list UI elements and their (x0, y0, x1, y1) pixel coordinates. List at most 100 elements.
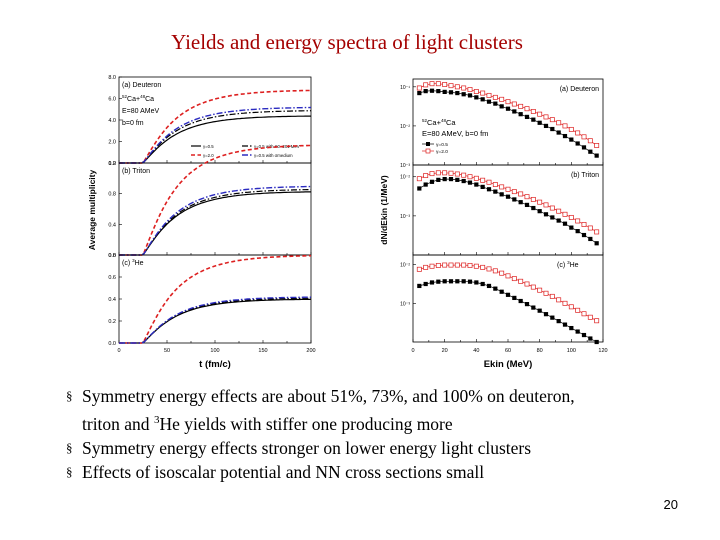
data-point (562, 123, 568, 129)
y-tick-label: 0.0 (108, 161, 116, 167)
data-point (436, 279, 441, 284)
data-point (568, 214, 574, 220)
panel-frame (118, 76, 312, 164)
data-point (556, 208, 562, 214)
y-tick-label: 0.4 (108, 222, 116, 228)
superscript: 3 (153, 414, 160, 426)
x-tick-label: 100 (210, 348, 219, 354)
data-point (486, 99, 492, 104)
y-axis-label: dN/dEkin (1/MeV) (379, 175, 389, 245)
data-point (467, 93, 473, 98)
data-point (543, 212, 549, 217)
data-point (499, 270, 505, 276)
data-point (499, 184, 505, 190)
data-point (581, 134, 587, 140)
y-axis-label: Average multiplicity (87, 170, 97, 251)
data-point (442, 262, 448, 268)
data-point (429, 280, 435, 285)
data-point (569, 225, 574, 230)
y-tick-label: 1.2 (108, 161, 116, 167)
data-point (436, 89, 441, 94)
data-point (594, 229, 600, 235)
data-point (581, 311, 587, 317)
data-point (518, 103, 524, 109)
data-point (511, 276, 517, 282)
legend-label: γ=2.0 (436, 149, 448, 155)
data-point (417, 283, 422, 289)
data-point (518, 278, 524, 284)
data-point (423, 82, 429, 88)
label-part: 3 (567, 260, 570, 265)
data-point (505, 292, 511, 297)
data-point (524, 106, 530, 112)
data-point (556, 319, 561, 324)
data-point (537, 199, 543, 205)
legend-marker (426, 142, 430, 146)
energy-label: E=80 AMeV (122, 108, 159, 115)
y-tick-label: 0.0 (108, 253, 116, 259)
y-tick-label: 10⁻¹ (400, 85, 410, 91)
data-point (524, 302, 530, 307)
data-point (467, 87, 473, 93)
data-point (543, 202, 549, 208)
data-point (429, 88, 435, 93)
data-point (587, 225, 593, 231)
data-point (568, 126, 574, 132)
data-point (518, 191, 524, 197)
data-point (480, 90, 486, 96)
series-line (119, 298, 312, 344)
reaction-label: 52Ca+48Ca (122, 94, 154, 103)
data-point (594, 318, 600, 324)
impact-label: b=0 fm (122, 120, 144, 127)
data-point (562, 322, 568, 327)
data-point (530, 284, 536, 290)
data-point (594, 143, 600, 148)
data-point (448, 170, 454, 176)
data-point (524, 194, 530, 200)
x-tick-label: 80 (537, 348, 543, 354)
data-point (480, 184, 485, 190)
data-point (568, 304, 574, 310)
data-point (562, 221, 568, 226)
data-point (556, 130, 561, 135)
data-point (461, 92, 466, 97)
data-point (467, 180, 473, 185)
bullet-item: § Effects of isoscalar potential and NN … (66, 460, 706, 484)
panel-label: (c) 3He (122, 258, 144, 267)
data-point (549, 293, 555, 299)
data-point (442, 279, 447, 284)
data-point (588, 149, 593, 154)
data-point (562, 300, 568, 306)
data-point (493, 101, 498, 106)
data-point (549, 117, 555, 123)
x-tick-label: 20 (442, 348, 448, 354)
data-point (512, 109, 517, 114)
data-point (492, 268, 498, 274)
series-line (119, 89, 311, 164)
label-part: 3 (132, 258, 135, 263)
data-point (511, 189, 517, 195)
label-part: Ca+ (427, 118, 442, 127)
data-point (575, 307, 581, 313)
bullet-text: He yields with stiffer one producing mor… (159, 413, 453, 434)
data-point (594, 339, 599, 345)
data-point (505, 273, 511, 279)
x-tick-label: 200 (306, 348, 315, 354)
data-point (467, 279, 473, 284)
data-point (436, 177, 441, 182)
data-point (575, 218, 581, 224)
data-point (492, 182, 498, 188)
data-point (587, 314, 593, 320)
data-point (461, 262, 467, 268)
data-point (474, 95, 479, 100)
data-point (499, 192, 504, 197)
y-tick-label: 10⁻² (400, 124, 410, 130)
data-point (505, 106, 511, 111)
series-line (419, 172, 597, 233)
data-point (461, 279, 466, 284)
legend-label: γ=0.5 (203, 144, 214, 149)
data-point (417, 186, 422, 191)
x-tick-label: 0 (117, 348, 120, 354)
data-point (448, 90, 454, 95)
data-point (448, 279, 454, 284)
